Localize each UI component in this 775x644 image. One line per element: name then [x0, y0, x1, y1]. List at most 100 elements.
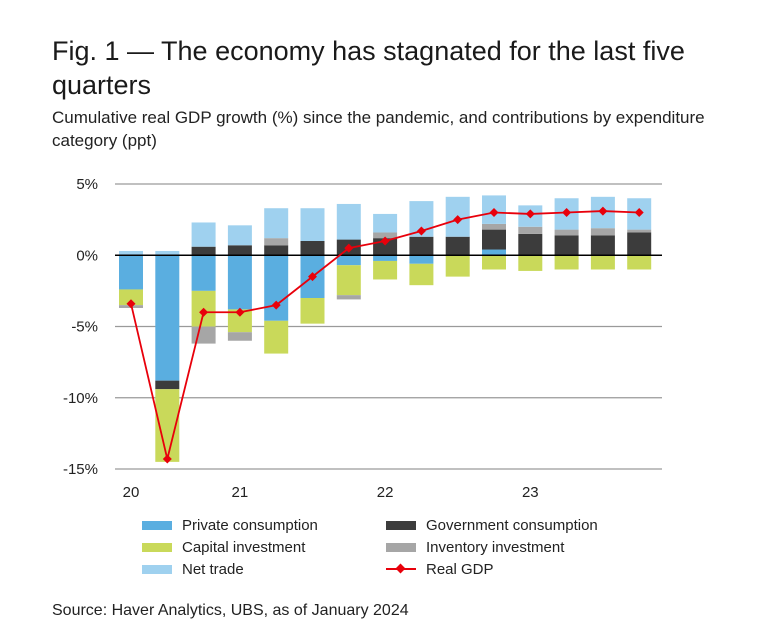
x-tick-label: 22 [377, 484, 394, 501]
bar-segment [590, 235, 615, 256]
legend-swatch [142, 520, 172, 530]
bar-segment [300, 298, 325, 324]
real-gdp-point [525, 209, 535, 219]
bar-segment [300, 208, 325, 241]
legend-label: Real GDP [426, 560, 494, 578]
bar-segment [409, 236, 434, 256]
real-gdp-point [634, 208, 644, 217]
bar-segment [227, 309, 252, 333]
real-gdp-point [271, 300, 281, 310]
real-gdp-point [453, 215, 463, 225]
legend-label: Capital investment [182, 538, 306, 556]
legend-swatch [386, 542, 416, 552]
real-gdp-point [162, 454, 172, 464]
bar-segment [155, 250, 180, 256]
real-gdp-point [344, 243, 354, 253]
bar-segment [373, 255, 398, 261]
real-gdp-line [126, 206, 644, 464]
bar-segment [191, 326, 216, 344]
chart-subtitle: Cumulative real GDP growth (%) since the… [52, 108, 705, 150]
y-tick-label: -15% [63, 461, 98, 478]
y-tick-label: -10% [63, 390, 98, 407]
real-gdp-point [598, 206, 608, 216]
bar-segment [554, 255, 579, 270]
y-tick-label: 5% [76, 176, 98, 193]
legend-label: Private consumption [182, 516, 318, 534]
bar-segment [482, 255, 506, 270]
legend-item-real-gdp: Real GDP [386, 560, 630, 578]
legend: Private consumption Government consumpti… [142, 516, 662, 578]
y-tick-label: -5% [71, 319, 98, 336]
bar-segment [518, 226, 543, 234]
real-gdp-point [416, 226, 426, 236]
bar-segment [264, 245, 289, 256]
x-tick-label: 21 [232, 484, 249, 501]
bar-segment [554, 229, 579, 236]
bar-segment [627, 255, 652, 270]
bar-segment [227, 332, 252, 341]
y-tick-labels: 5% 0% -5% -10% -15% [63, 176, 98, 478]
bar-segment [518, 255, 543, 271]
bar-segment [264, 320, 289, 354]
x-tick-label: 20 [123, 484, 140, 501]
bar-segment [482, 223, 506, 230]
bar-segment [227, 255, 252, 310]
bar-segment [373, 213, 398, 233]
real-gdp-point [199, 307, 209, 317]
bar-segment [373, 232, 398, 239]
bar-segment [119, 255, 143, 290]
gridlines [115, 183, 662, 470]
bar-segment [445, 255, 470, 277]
y-tick-label: 0% [76, 247, 98, 264]
bar-segment [627, 229, 652, 233]
legend-item-capital-investment: Capital investment [142, 538, 386, 556]
bar-segment [518, 233, 543, 256]
bar-segment [264, 238, 289, 246]
bar-segment [590, 255, 615, 270]
legend-swatch [142, 564, 172, 574]
source-note: Source: Haver Analytics, UBS, as of Janu… [52, 602, 409, 619]
legend-swatch [386, 520, 416, 530]
bar-segment [300, 241, 325, 256]
bar-segment [482, 249, 506, 256]
bar-segment [155, 380, 180, 390]
legend-item-private-consumption: Private consumption [142, 516, 386, 534]
bar-segment [264, 255, 289, 321]
legend-item-inventory-investment: Inventory investment [386, 538, 630, 556]
real-gdp-point [308, 272, 317, 282]
legend-line-marker-icon [386, 563, 416, 575]
bar-segment [155, 255, 180, 381]
bar-segment [336, 265, 361, 296]
legend-label: Net trade [182, 560, 244, 578]
bar-segment [227, 245, 252, 256]
x-tick-label: 23 [522, 484, 539, 501]
bar-segment [119, 250, 143, 256]
bar-segment [409, 263, 434, 286]
legend-item-net-trade: Net trade [142, 560, 386, 578]
bar-segment [627, 232, 652, 256]
bar-segment [191, 246, 216, 256]
bar-segment [373, 260, 398, 280]
chart-title: Fig. 1 — The economy has stagnated for t… [52, 36, 685, 100]
real-gdp-point [380, 236, 390, 246]
real-gdp-point [235, 307, 245, 317]
x-tick-labels: 20 21 22 23 [123, 484, 539, 501]
bar-segment [227, 225, 252, 246]
legend-label: Inventory investment [426, 538, 565, 556]
legend-item-government-consumption: Government consumption [386, 516, 630, 534]
bar-segment [119, 289, 143, 306]
real-gdp-point [489, 208, 499, 217]
real-gdp-point [562, 208, 572, 217]
bar-segment [191, 255, 216, 291]
legend-label: Government consumption [426, 516, 598, 534]
chart-svg: 5% 0% -5% -10% -15% 20 21 22 23 [63, 176, 662, 501]
bar-segment [409, 255, 434, 264]
bar-segment [445, 236, 470, 256]
bar-segment [590, 228, 615, 236]
bar-segment [554, 235, 579, 256]
bar-segment [336, 203, 361, 240]
real-gdp-point [126, 299, 136, 309]
bar-segment [336, 255, 361, 266]
bar-segment [336, 295, 361, 300]
bar-segment [482, 229, 506, 250]
